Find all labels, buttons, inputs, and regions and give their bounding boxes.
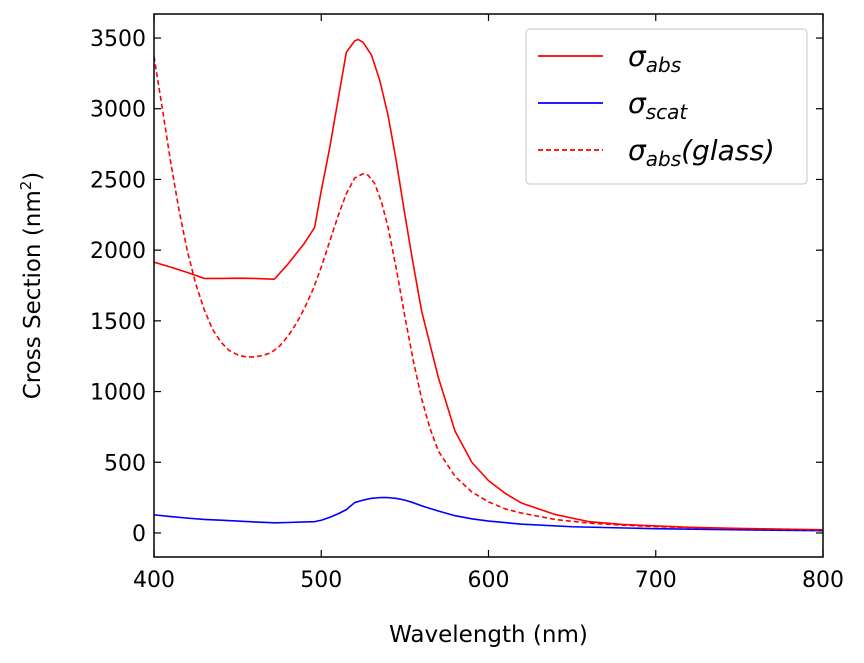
- x-axis-title: Wavelength (nm): [389, 622, 588, 648]
- tick-labels-layer: 400 500 600 700 800 0 500 1000 1500 2000 2500 3000 3…: [90, 27, 844, 593]
- y-axis-title-sup: 2: [17, 181, 35, 191]
- series-line-2: [154, 496, 823, 532]
- y-tick-label: 2500: [90, 168, 146, 193]
- x-tick-label: 500: [300, 568, 342, 593]
- legend-label-1: σabs: [628, 40, 681, 77]
- ticks-layer: [153, 14, 824, 557]
- legend-label-3: σabs(glass): [628, 134, 775, 171]
- y-tick-label: 500: [104, 451, 146, 476]
- y-tick-label: 2000: [90, 239, 146, 264]
- y-tick-label: 0: [132, 522, 146, 547]
- series-layer: [154, 38, 823, 532]
- legend: σabs σscat σabs(glass): [525, 28, 808, 185]
- x-tick-label: 600: [468, 568, 510, 593]
- x-tick-label: 400: [133, 568, 175, 593]
- legend-label-2: σscat: [628, 87, 688, 124]
- y-axis-title: Cross Section (nm2): [17, 172, 46, 400]
- x-tick-label: 800: [802, 568, 844, 593]
- y-tick-label: 3000: [90, 98, 146, 123]
- y-axis-title-close: ): [20, 172, 46, 181]
- series-line-3: [154, 56, 823, 531]
- y-tick-label: 1000: [90, 381, 146, 406]
- x-tick-label: 700: [635, 568, 677, 593]
- legend-box: [525, 28, 808, 185]
- y-axis-title-main: Cross Section (nm: [20, 190, 46, 399]
- series-line-1: [154, 38, 823, 531]
- y-tick-label: 1500: [90, 310, 146, 335]
- y-tick-label: 3500: [90, 27, 146, 52]
